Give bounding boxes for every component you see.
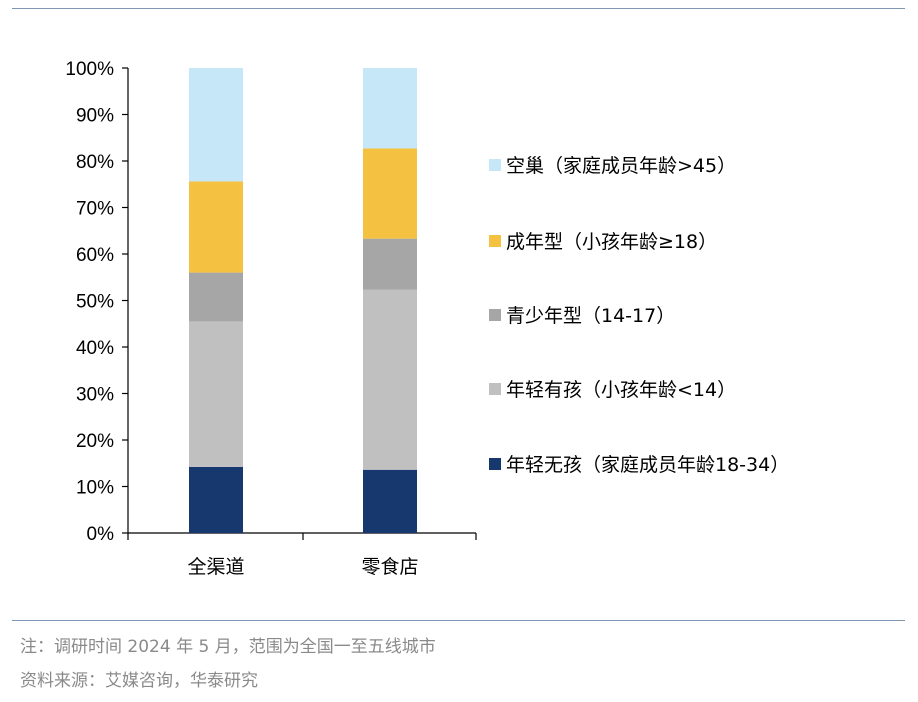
y-tick-label: 80%	[76, 152, 114, 173]
y-tick-label: 90%	[76, 106, 114, 127]
legend-swatch	[489, 159, 501, 171]
legend-entry-label: 成年型（小孩年龄≥18）	[506, 231, 717, 253]
x-category-label: 全渠道	[187, 556, 244, 578]
top-rule	[12, 8, 905, 9]
bar-segment	[363, 148, 417, 239]
y-tick-label: 20%	[76, 431, 114, 452]
legend-entry-label: 空巢（家庭成员年龄>45）	[506, 155, 736, 177]
y-tick-label: 70%	[76, 199, 114, 220]
chart-legend: 空巢（家庭成员年龄>45） 成年型（小孩年龄≥18） 青少年型（14-17） 年轻有孩…	[489, 155, 789, 476]
x-category-label: 零食店	[361, 556, 418, 578]
legend-entry-label: 年轻有孩（小孩年龄<14）	[506, 379, 736, 401]
y-tick-label: 10%	[76, 478, 114, 499]
legend-entry-label: 年轻无孩（家庭成员年龄18-34）	[506, 454, 789, 476]
y-tick-label: 40%	[76, 338, 114, 359]
bar-segment	[189, 272, 243, 322]
bar-segment	[363, 469, 417, 533]
y-tick-label: 50%	[76, 292, 114, 313]
stacked-bar-chart: 0%10%20%30%40%50%60%70%80%90%100%全渠道 零食店 …	[65, 59, 789, 578]
footnote: 注：调研时间 2024 年 5 月，范围为全国一至五线城市	[20, 637, 436, 657]
bar-segment	[189, 68, 243, 182]
source-note: 资料来源：艾媒咨询，华泰研究	[20, 671, 258, 691]
bar-segment	[189, 321, 243, 467]
legend-swatch	[489, 309, 501, 321]
bar-segment	[363, 68, 417, 149]
legend-entry-label: 青少年型（14-17）	[506, 305, 675, 327]
legend-swatch	[489, 235, 501, 247]
bar-segment	[363, 289, 417, 470]
y-tick-label: 30%	[76, 385, 114, 406]
legend-swatch	[489, 383, 501, 395]
bar-segment	[189, 466, 243, 533]
chart-bars	[189, 68, 417, 533]
bottom-rule	[12, 620, 905, 621]
bar-segment	[363, 238, 417, 290]
y-tick-label: 60%	[76, 245, 114, 266]
y-tick-label: 0%	[87, 524, 115, 545]
y-tick-label: 100%	[65, 59, 114, 80]
chart-axes: 0% 10% 20% 30% 40% 50% 60% 70% 80% 90% 100% 全渠道 零食店	[65, 59, 477, 578]
bar-segment	[189, 181, 243, 273]
legend-swatch	[489, 458, 501, 470]
